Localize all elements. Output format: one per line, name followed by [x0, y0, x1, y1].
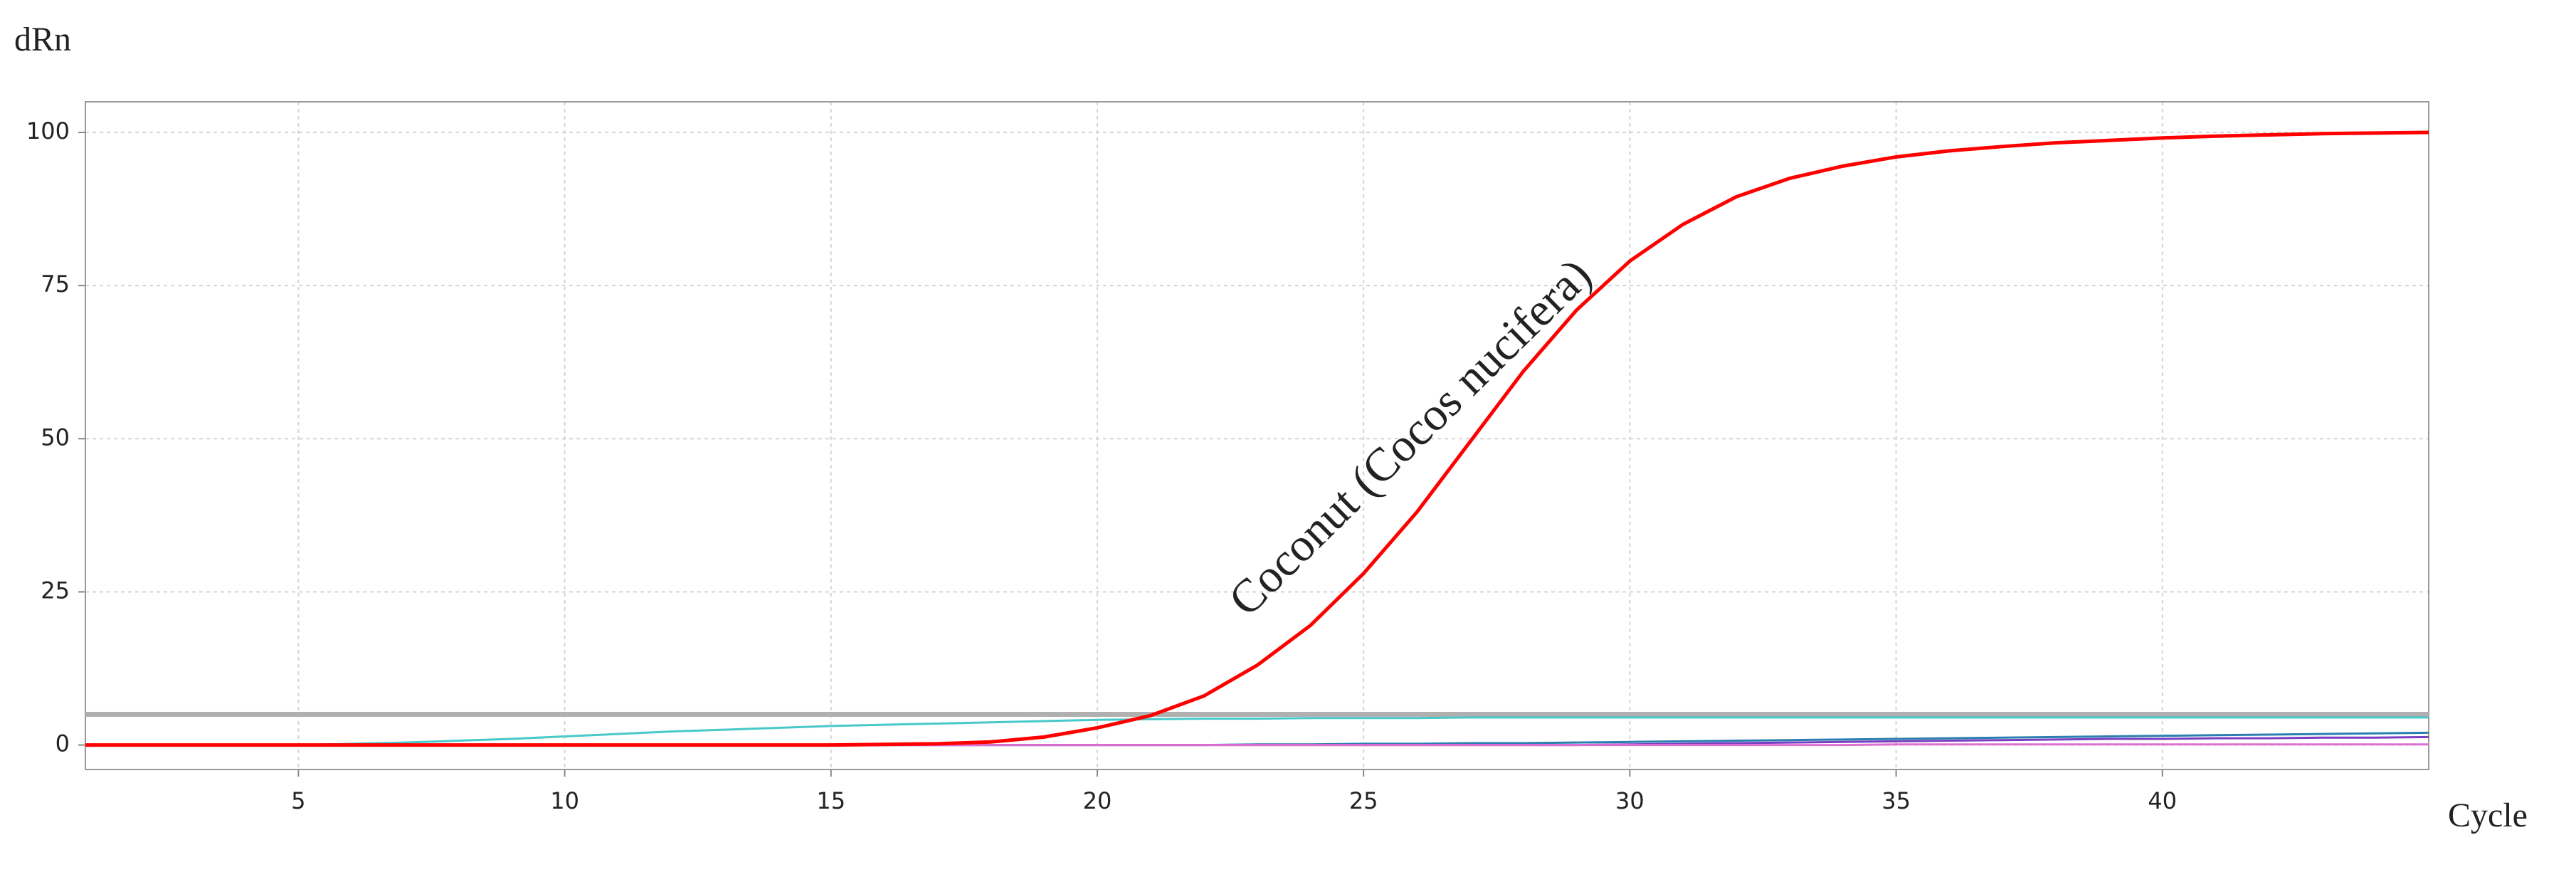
y-tick-label: 100	[26, 117, 70, 145]
x-tick-label: 25	[1349, 787, 1378, 814]
y-tick-label: 25	[41, 577, 70, 604]
curve-annotation: Coconut (Cocos nucifera)	[1219, 248, 1601, 626]
x-tick-label: 10	[550, 787, 579, 814]
x-tick-label: 20	[1083, 787, 1112, 814]
y-axis-label: dRn	[14, 21, 71, 58]
x-tick-label: 35	[1881, 787, 1911, 814]
y-tick-label: 50	[41, 424, 70, 451]
y-tick-label: 0	[56, 730, 70, 757]
data-line	[85, 716, 2429, 747]
data-line	[85, 130, 2429, 747]
x-tick-label: 30	[1615, 787, 1645, 814]
x-tick-label: 5	[291, 787, 305, 814]
x-axis-label: Cycle	[2448, 797, 2528, 834]
plot-border	[85, 101, 2429, 770]
x-tick-label: 40	[2148, 787, 2177, 814]
x-tick-label: 15	[816, 787, 845, 814]
y-tick-label: 75	[41, 270, 70, 298]
